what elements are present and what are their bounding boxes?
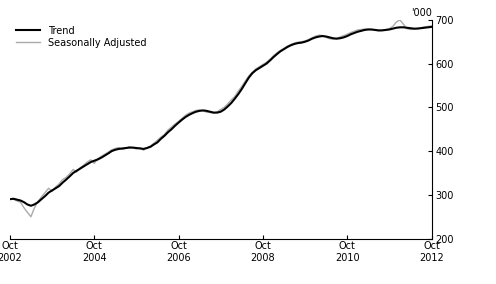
- Text: '000: '000: [411, 8, 432, 18]
- Legend: Trend, Seasonally Adjusted: Trend, Seasonally Adjusted: [13, 23, 149, 51]
